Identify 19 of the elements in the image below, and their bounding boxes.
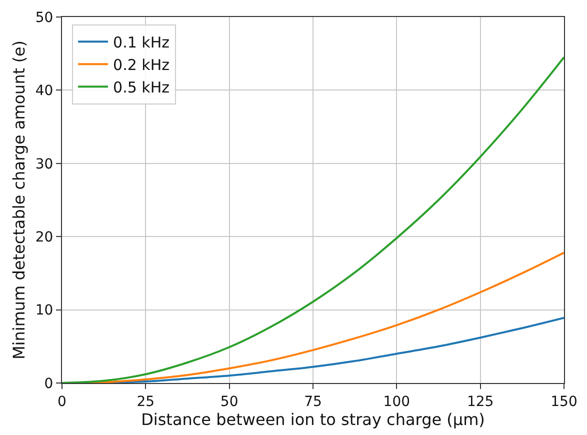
legend-label: 0.2 kHz: [113, 56, 170, 74]
x-tick-label: 0: [58, 394, 66, 410]
x-tick-label: 150: [550, 394, 578, 410]
y-tick-label: 10: [35, 302, 54, 319]
x-tick-label: 100: [383, 394, 410, 410]
x-tick-label: 75: [304, 394, 322, 410]
x-tick-label: 125: [466, 394, 494, 410]
y-tick-label: 0: [44, 376, 54, 392]
x-tick-label: 50: [220, 394, 238, 410]
legend-label: 0.5 kHz: [113, 78, 170, 96]
y-tick-label: 20: [35, 230, 54, 246]
y-axis-title: Minimum detectable charge amount (e): [9, 40, 28, 360]
x-tick-label: 25: [136, 394, 155, 410]
line-series: [62, 56, 564, 383]
legend-label: 0.1 kHz: [113, 33, 170, 52]
x-axis-title: Distance between ion to stray charge (µm): [141, 410, 485, 429]
y-tick-label: 30: [35, 156, 54, 172]
y-tick-label: 40: [35, 83, 54, 100]
y-tick-label: 50: [35, 10, 54, 26]
